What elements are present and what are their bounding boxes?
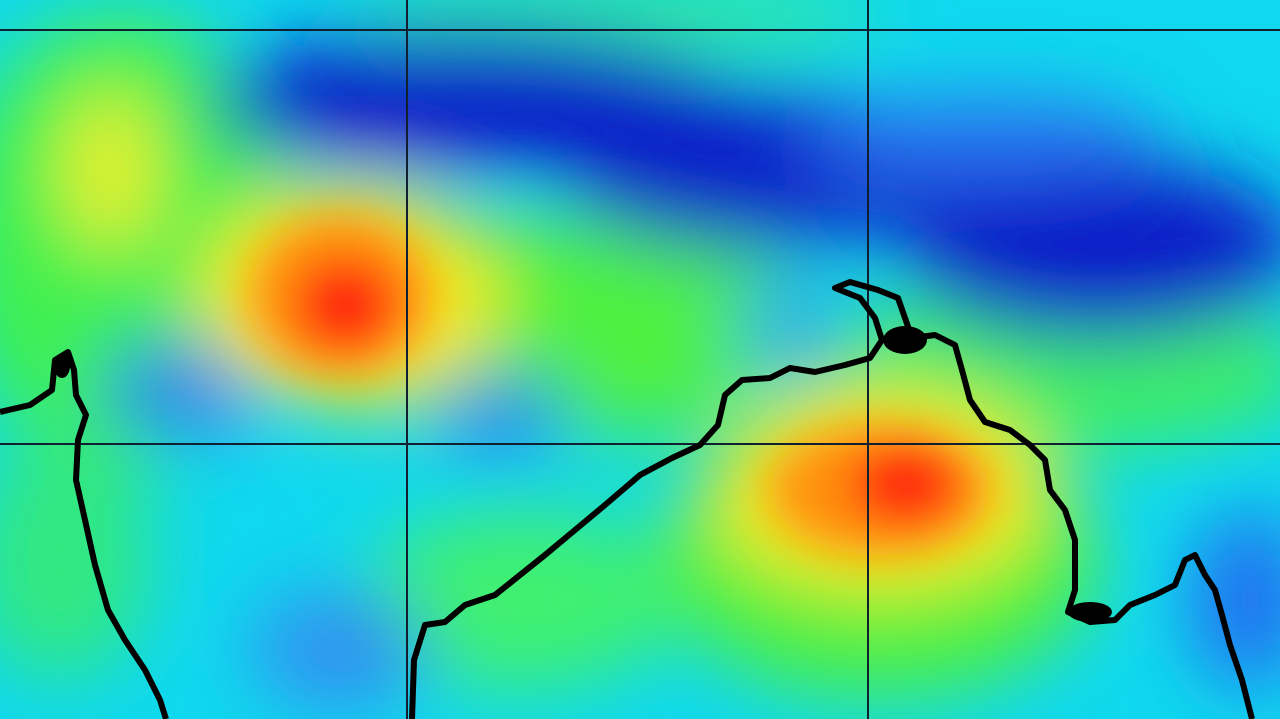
coastal-features [54, 326, 1112, 622]
coastlines [0, 279, 1255, 719]
coastline [409, 279, 1255, 719]
coastline [0, 349, 169, 719]
inlet [1068, 602, 1112, 622]
inlet [54, 354, 70, 378]
hot-spots [250, 215, 990, 555]
inlet [883, 326, 927, 354]
